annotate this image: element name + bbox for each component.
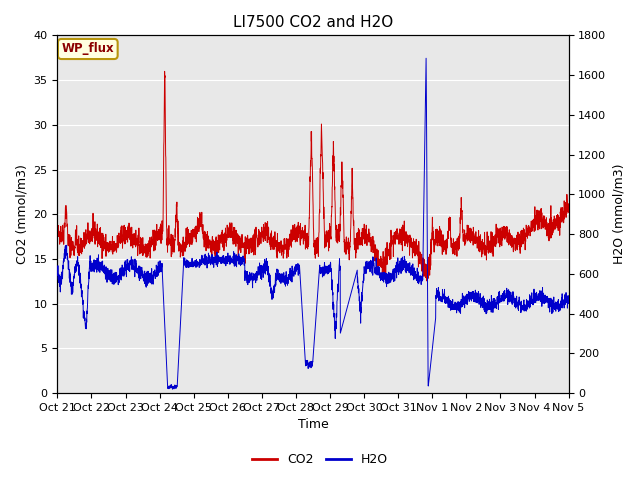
Text: WP_flux: WP_flux [61,43,114,56]
Y-axis label: CO2 (mmol/m3): CO2 (mmol/m3) [15,164,28,264]
Title: LI7500 CO2 and H2O: LI7500 CO2 and H2O [233,15,393,30]
Legend: CO2, H2O: CO2, H2O [247,448,393,471]
X-axis label: Time: Time [298,419,328,432]
Y-axis label: H2O (mmol/m3): H2O (mmol/m3) [612,164,625,264]
